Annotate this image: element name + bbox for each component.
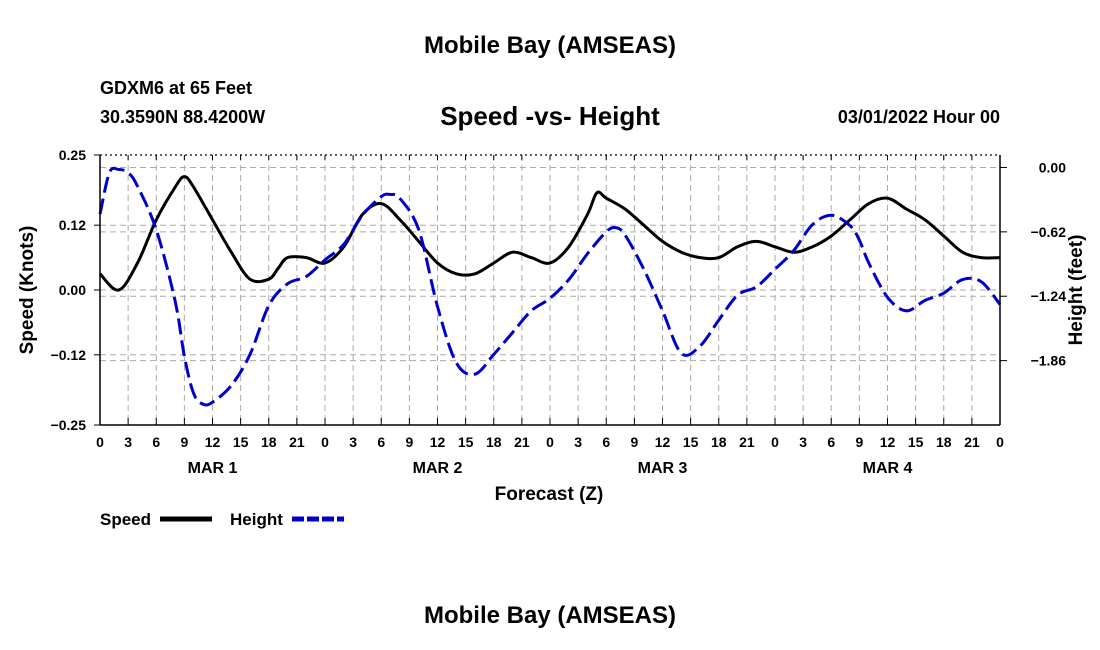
x-tick-label: 18 (261, 434, 277, 450)
x-tick-label: 18 (711, 434, 727, 450)
left-tick-label: −0.25 (51, 417, 87, 433)
page-title-bottom: Mobile Bay (AMSEAS) (423, 602, 677, 629)
grid-lines (100, 155, 1000, 425)
forecast-time: 03/01/2022 Hour 00 (837, 107, 1000, 127)
page-title-top: Mobile Bay (AMSEAS) (423, 32, 677, 59)
x-tick-label: 12 (430, 434, 446, 450)
x-tick-label: 9 (180, 434, 188, 450)
x-tick-label: 18 (936, 434, 952, 450)
series-line-height (98, 166, 1002, 407)
coords-line: 30.3590N 88.4200W (100, 107, 266, 127)
right-tick-label: −0.62 (1031, 224, 1067, 240)
right-tick-label: −1.24 (1031, 288, 1067, 304)
series-line-speed (98, 175, 1001, 292)
axes: 0 3 6 9 12 15 18 21 0 3 6 9 12 15 18 21 0 3 6 9 12 15 18 21 0 3 6 9… (51, 147, 1067, 477)
x-tick-label: 3 (799, 434, 807, 450)
x-tick-label: 6 (377, 434, 385, 450)
legend-label-speed: Speed (100, 510, 152, 529)
day-label: MAR 3 (638, 460, 688, 477)
x-tick-label: 6 (152, 434, 160, 450)
x-tick-label: 21 (964, 434, 980, 450)
x-tick-label: 0 (96, 434, 104, 450)
x-tick-label: 15 (683, 434, 699, 450)
x-tick-label: 21 (739, 434, 755, 450)
x-tick-label: 6 (827, 434, 835, 450)
x-tick-label: 3 (349, 434, 357, 450)
series-lines (98, 166, 1002, 407)
legend-label-height: Height (230, 510, 283, 529)
x-tick-label: 12 (880, 434, 896, 450)
x-tick-label: 18 (486, 434, 502, 450)
x-tick-label: 9 (405, 434, 413, 450)
legend: Speed Height (100, 508, 400, 532)
right-tick-label: 0.00 (1039, 159, 1066, 175)
legend-swatch-speed (160, 516, 212, 522)
x-tick-label: 21 (289, 434, 305, 450)
x-tick-label: 12 (655, 434, 671, 450)
day-label: MAR 2 (413, 460, 463, 477)
left-tick-label: 0.25 (59, 147, 86, 163)
x-tick-label: 9 (630, 434, 638, 450)
x-tick-label: 0 (771, 434, 779, 450)
x-tick-label: 15 (908, 434, 924, 450)
x-axis-label: Forecast (Z) (495, 484, 604, 505)
chart-title: Speed -vs- Height (440, 101, 660, 131)
x-tick-label: 9 (855, 434, 863, 450)
x-tick-label: 15 (233, 434, 249, 450)
x-tick-label: 0 (546, 434, 554, 450)
x-tick-label: 0 (321, 434, 329, 450)
station-line: GDXM6 at 65 Feet (100, 78, 253, 98)
left-tick-label: 0.12 (59, 217, 86, 233)
left-axis-label: Speed (Knots) (17, 226, 38, 355)
legend-swatch-height (292, 516, 344, 522)
x-tick-label: 6 (602, 434, 610, 450)
left-tick-label: −0.12 (51, 347, 87, 363)
right-tick-label: −1.86 (1031, 353, 1067, 369)
day-label: MAR 1 (188, 460, 238, 477)
x-tick-label: 3 (574, 434, 582, 450)
x-tick-label: 15 (458, 434, 474, 450)
x-tick-label: 21 (514, 434, 530, 450)
x-tick-label: 3 (124, 434, 132, 450)
day-label: MAR 4 (863, 460, 913, 477)
left-tick-label: 0.00 (59, 282, 86, 298)
right-axis-label: Height (feet) (1066, 235, 1087, 346)
x-tick-label: 12 (205, 434, 221, 450)
x-tick-label: 0 (996, 434, 1004, 450)
